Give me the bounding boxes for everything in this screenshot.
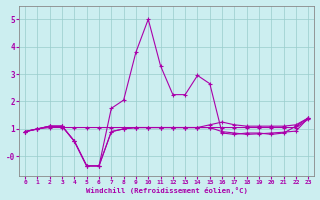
X-axis label: Windchill (Refroidissement éolien,°C): Windchill (Refroidissement éolien,°C) xyxy=(86,187,248,194)
